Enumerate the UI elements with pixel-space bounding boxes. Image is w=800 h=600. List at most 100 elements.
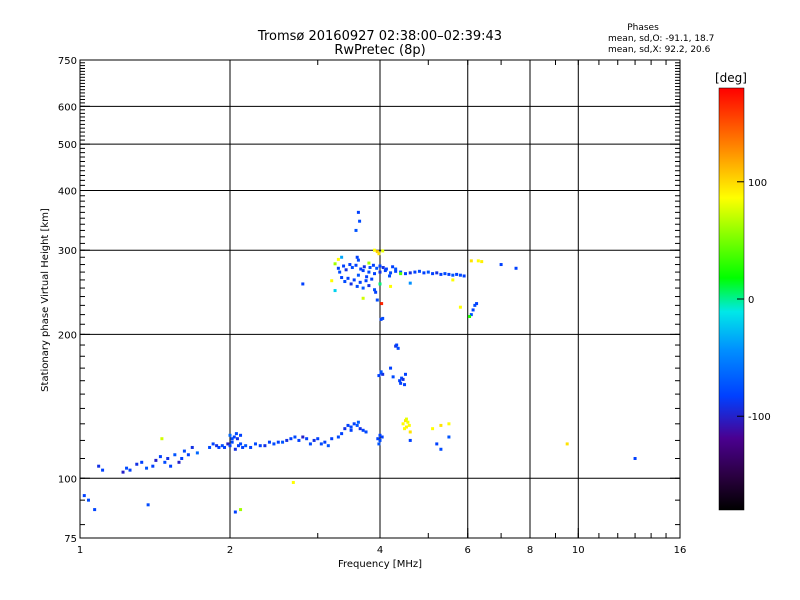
data-point xyxy=(355,284,359,288)
data-point xyxy=(354,263,358,267)
data-point xyxy=(233,510,237,514)
data-point xyxy=(381,372,385,376)
data-point xyxy=(343,280,347,284)
data-point xyxy=(333,289,337,293)
data-point xyxy=(208,445,212,449)
data-point xyxy=(356,210,360,214)
data-point xyxy=(381,249,385,253)
data-point xyxy=(389,284,393,288)
data-point xyxy=(388,274,392,278)
data-point xyxy=(355,423,359,427)
data-point xyxy=(378,282,382,286)
data-point xyxy=(377,442,381,446)
data-point xyxy=(239,508,243,512)
data-point xyxy=(401,377,405,381)
data-point xyxy=(151,464,155,468)
data-point xyxy=(346,276,350,280)
data-point xyxy=(333,262,337,266)
data-point xyxy=(377,374,381,378)
data-point xyxy=(447,272,451,276)
data-point xyxy=(235,437,239,441)
data-point xyxy=(195,451,199,455)
data-point xyxy=(359,267,363,271)
data-point xyxy=(399,270,403,274)
data-point xyxy=(468,314,472,318)
data-point xyxy=(435,271,439,275)
data-point xyxy=(422,271,426,275)
data-point xyxy=(348,263,352,267)
data-point xyxy=(215,444,219,448)
data-points xyxy=(82,210,637,514)
data-point xyxy=(230,437,234,441)
data-point xyxy=(403,427,407,431)
data-point xyxy=(342,264,346,268)
data-point xyxy=(395,343,399,347)
data-point xyxy=(380,302,384,306)
data-point xyxy=(232,435,236,439)
data-point xyxy=(101,468,105,472)
data-point xyxy=(336,266,340,270)
chart-subtitle: RwPretec (8p) xyxy=(334,43,425,58)
data-point xyxy=(226,442,230,446)
data-point xyxy=(451,278,455,282)
data-point xyxy=(93,508,97,512)
data-point xyxy=(404,417,408,421)
data-point xyxy=(469,313,473,317)
data-point xyxy=(431,272,435,276)
data-point xyxy=(186,453,190,457)
data-point xyxy=(447,435,451,439)
data-point xyxy=(166,456,170,460)
data-point xyxy=(401,422,405,426)
y-tick-label: 300 xyxy=(58,246,77,257)
data-point xyxy=(301,435,305,439)
colorbar-ticks: 100 0 -100 xyxy=(737,178,771,423)
data-point xyxy=(233,447,237,451)
y-tick-label: 600 xyxy=(58,102,77,113)
axis-ticks: 1 2 4 6 8 10 16 75 100 200 300 400 500 600 750 xyxy=(58,56,686,556)
data-point xyxy=(383,269,387,273)
data-point xyxy=(223,445,227,449)
data-point xyxy=(565,442,569,446)
data-point xyxy=(362,265,366,269)
data-point xyxy=(312,438,316,442)
data-point xyxy=(190,445,194,449)
data-point xyxy=(374,290,378,294)
data-point xyxy=(236,444,240,448)
data-point xyxy=(394,269,398,273)
y-tick-label: 400 xyxy=(58,186,77,197)
data-point xyxy=(125,466,129,470)
data-point xyxy=(514,266,518,270)
data-point xyxy=(330,437,334,441)
data-point xyxy=(301,282,305,286)
data-point xyxy=(391,375,395,379)
data-point xyxy=(375,266,379,270)
data-point xyxy=(413,270,417,274)
data-point xyxy=(344,268,348,272)
data-point xyxy=(407,423,411,427)
data-point xyxy=(458,273,462,277)
data-point xyxy=(431,427,435,431)
data-point xyxy=(370,277,374,281)
data-point xyxy=(177,460,181,464)
data-point xyxy=(82,494,86,498)
data-point xyxy=(289,437,293,441)
data-point xyxy=(169,464,173,468)
data-point xyxy=(249,445,253,449)
data-point xyxy=(373,288,377,292)
data-point xyxy=(408,281,412,285)
data-point xyxy=(480,260,484,264)
data-point xyxy=(354,228,358,232)
data-point xyxy=(475,302,479,306)
data-point xyxy=(408,271,412,275)
data-point xyxy=(285,438,289,442)
data-point xyxy=(349,428,353,432)
data-point xyxy=(361,428,365,432)
data-point xyxy=(443,272,447,276)
data-point xyxy=(471,308,475,312)
y-axis-label: Stationary phase Virtual Height [km] xyxy=(40,208,51,392)
data-point xyxy=(281,440,285,444)
data-point xyxy=(343,427,347,431)
data-point xyxy=(633,456,637,460)
x-axis-label: Frequency [MHz] xyxy=(338,559,422,570)
